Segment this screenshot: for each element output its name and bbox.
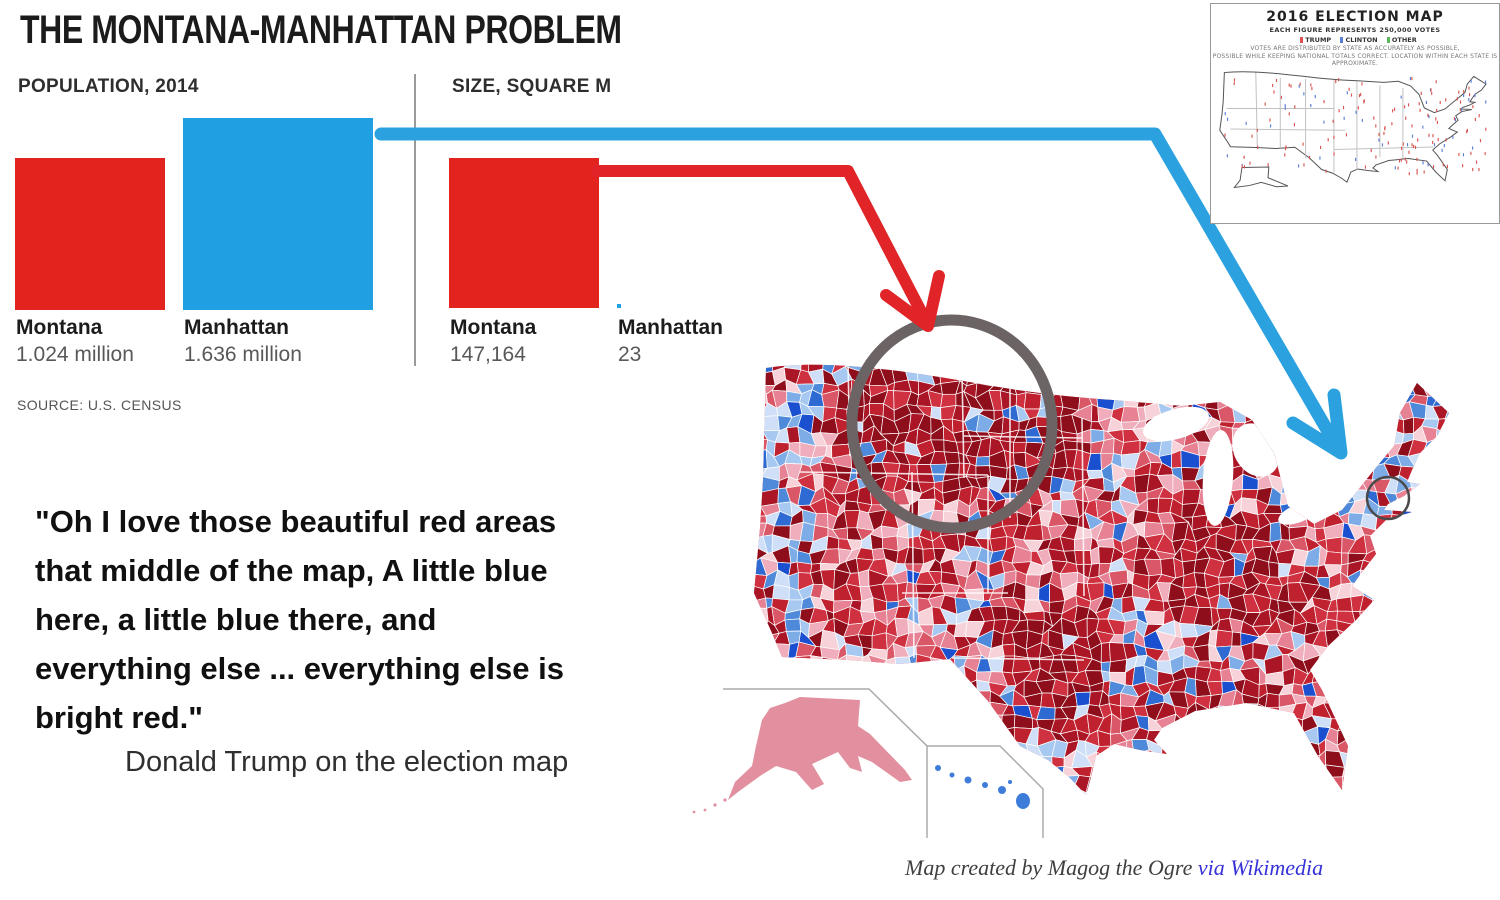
xkcd-note-2: POSSIBLE WHILE KEEPING NATIONAL TOTALS C…	[1212, 53, 1498, 67]
great-lakes	[1143, 406, 1352, 526]
population-chart-heading: POPULATION, 2014	[18, 76, 199, 97]
xkcd-note-1: VOTES ARE DISTRIBUTED BY STATE AS ACCURA…	[1250, 45, 1460, 52]
xkcd-alaska-outline	[1234, 167, 1288, 188]
montana-highlight-circle	[846, 314, 1058, 534]
xkcd-election-map-inset: 2016 ELECTION MAP EACH FIGURE REPRESENTS…	[1210, 3, 1500, 224]
size-montana-bar	[449, 158, 599, 308]
nyc-highlight-circle	[1365, 475, 1411, 521]
population-montana-label: Montana	[16, 316, 103, 339]
county-choropleth	[754, 364, 1449, 796]
inset-borders	[723, 688, 1044, 838]
population-manhattan-value: 1.636 million	[184, 343, 302, 366]
clinton-legend-label: CLINTON	[1345, 36, 1378, 44]
xkcd-subtitle: EACH FIGURE REPRESENTS 250,000 VOTES	[1269, 26, 1441, 34]
map-credit-text: Map created by Magog the Ogre	[905, 855, 1193, 880]
clinton-swatch-icon	[1340, 37, 1344, 43]
size-manhattan-value: 23	[618, 343, 642, 366]
size-chart-heading: SIZE, SQUARE M	[452, 76, 612, 97]
wikimedia-link[interactable]: via Wikimedia	[1197, 855, 1324, 880]
xkcd-legend: TRUMP CLINTON OTHER	[1211, 36, 1499, 44]
quote-text: "Oh I love those beautiful red areas tha…	[35, 504, 564, 735]
other-legend-label: OTHER	[1391, 36, 1417, 44]
page-title: THE MONTANA-MANHATTAN PROBLEM	[20, 8, 622, 52]
size-manhattan-bar	[617, 304, 621, 308]
quote-attribution: Donald Trump on the election map	[125, 746, 569, 778]
size-montana-label: Montana	[450, 316, 537, 339]
size-montana-value: 147,164	[450, 343, 526, 366]
population-montana-value: 1.024 million	[16, 343, 134, 366]
state-borders	[799, 364, 1085, 661]
population-manhattan-label: Manhattan	[184, 316, 289, 339]
hawaii-inset	[935, 765, 1030, 809]
xkcd-title: 2016 ELECTION MAP	[1266, 9, 1444, 25]
xkcd-mini-map	[1219, 70, 1487, 188]
chart-divider	[414, 74, 416, 366]
population-montana-bar	[15, 158, 165, 310]
source-note: SOURCE: U.S. CENSUS	[17, 397, 182, 413]
alaska-inset	[692, 697, 912, 814]
size-manhattan-label: Manhattan	[618, 316, 723, 339]
red-arrow-annotation	[591, 165, 945, 332]
other-swatch-icon	[1386, 37, 1390, 43]
trump-swatch-icon	[1300, 37, 1304, 43]
trump-legend-label: TRUMP	[1305, 36, 1332, 44]
population-manhattan-bar	[183, 118, 373, 310]
map-credit-caption: Map created by Magog the Ogre via Wikime…	[905, 855, 1323, 881]
